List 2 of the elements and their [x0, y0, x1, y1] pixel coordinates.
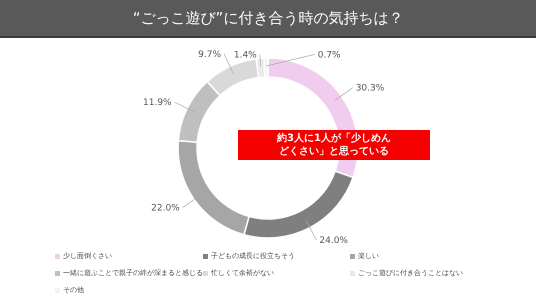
title: “ごっこ遊び”に付き合う時の気持ちは？ [0, 0, 536, 38]
annotation: 約3人に1人が「少しめんどくさい」と思っている [238, 130, 430, 160]
